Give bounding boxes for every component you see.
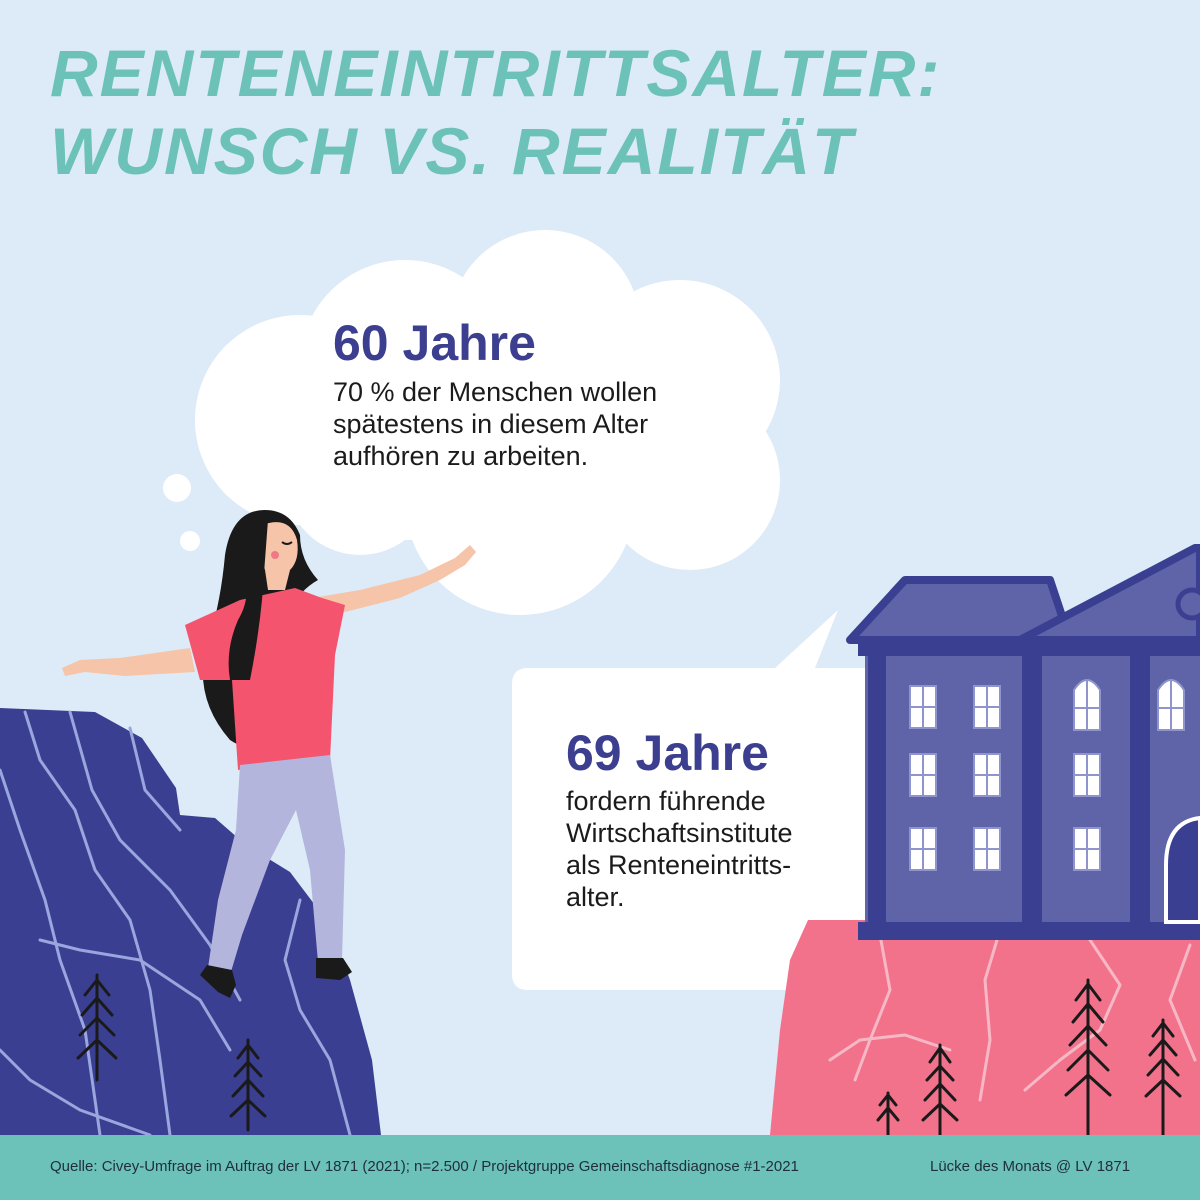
page-title-line-2: WUNSCH VS. REALITÄT	[50, 114, 855, 188]
left-cliff	[0, 708, 381, 1135]
speech-bubble	[512, 610, 868, 990]
thought-bubble-tiny	[180, 531, 200, 551]
woman-hair-front	[228, 512, 268, 680]
reality-age-headline: 69 Jahre	[566, 725, 769, 781]
woman-shirt	[185, 588, 345, 770]
woman-pants	[208, 755, 345, 975]
footer-bar	[0, 1135, 1200, 1200]
right-cliff-lines	[828, 928, 1197, 1102]
woman-cheek	[271, 551, 279, 559]
building-door	[1164, 815, 1200, 924]
wish-age-headline: 60 Jahre	[333, 315, 536, 371]
tree	[229, 1038, 267, 1132]
woman-figure	[62, 510, 476, 998]
woman-right-shoe	[316, 958, 352, 980]
tree	[1064, 978, 1112, 1137]
building	[846, 544, 1200, 940]
thought-cloud	[195, 230, 780, 615]
woman-eye	[281, 541, 293, 545]
building-round-window	[1175, 587, 1200, 621]
reality-description: fordern führende Wirtschaftsinstitute al…	[566, 786, 793, 913]
tree	[76, 973, 118, 1082]
woman-left-shoe	[200, 965, 236, 998]
page-title-line-1: RENTENEINTRITTSALTER:	[50, 36, 942, 110]
tree	[1144, 1018, 1182, 1137]
building-cornice	[858, 640, 1200, 656]
thought-bubble-small	[163, 474, 191, 502]
footer-credit: Lücke des Monats @ LV 1871	[930, 1158, 1131, 1175]
woman-face	[260, 522, 298, 590]
woman-right-arm	[300, 545, 476, 620]
tree	[876, 1091, 900, 1137]
building-column	[1022, 656, 1042, 938]
trees	[76, 973, 1182, 1137]
tree	[921, 1043, 959, 1137]
building-base	[858, 922, 1200, 940]
woman-left-arm	[62, 648, 195, 676]
building-window-bars	[910, 680, 1184, 870]
right-cliff	[770, 920, 1200, 1135]
wish-description: 70 % der Menschen wollen spätestens in d…	[333, 377, 658, 472]
footer-source: Quelle: Civey-Umfrage im Auftrag der LV …	[50, 1158, 799, 1175]
building-column	[868, 656, 886, 938]
building-column	[1130, 656, 1150, 938]
